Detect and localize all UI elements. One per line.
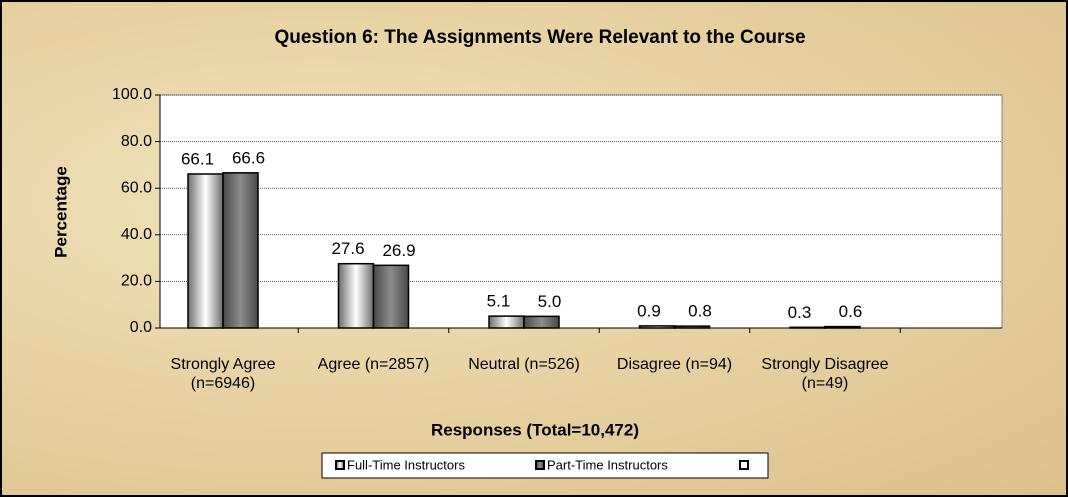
- y-axis-title: Percentage: [51, 166, 70, 258]
- y-tick-label: 80.0: [121, 133, 152, 150]
- data-label: 5.0: [538, 292, 562, 311]
- bar: [222, 172, 259, 329]
- plot-area: [159, 94, 1003, 329]
- y-tick-label: 20.0: [121, 273, 152, 290]
- legend-swatch: [535, 460, 545, 470]
- x-tick-label: Agree (n=2857): [317, 356, 430, 373]
- bar: [673, 325, 711, 329]
- bar: [523, 315, 560, 329]
- bar: [372, 264, 410, 329]
- legend-swatch: [739, 460, 749, 470]
- x-tick-label: Neutral (n=526): [468, 356, 580, 373]
- data-label: 66.6: [232, 148, 265, 167]
- data-label: 0.3: [788, 303, 812, 322]
- legend-label: Part-Time Instructors: [547, 457, 668, 472]
- legend-swatch: [335, 460, 345, 470]
- data-label: 5.1: [487, 292, 511, 311]
- bar: [337, 262, 375, 329]
- x-tick-label: Strongly Disagree (n=49): [761, 356, 889, 392]
- legend: [321, 452, 769, 479]
- data-label: 26.9: [382, 241, 415, 260]
- data-label: 66.1: [181, 149, 214, 168]
- y-tick-label: 60.0: [121, 179, 152, 196]
- data-label: 0.8: [688, 302, 712, 321]
- bar: [824, 325, 861, 329]
- bar: [638, 325, 676, 329]
- x-tick-label: Disagree (n=94): [616, 356, 733, 373]
- bar: [187, 173, 224, 329]
- y-tick-label: 0.0: [130, 319, 152, 336]
- data-label: 0.6: [839, 302, 863, 321]
- y-tick-label: 100.0: [112, 86, 152, 103]
- x-tick-label: Strongly Agree (n=6946): [170, 356, 276, 392]
- x-axis-title: Responses (Total=10,472): [431, 420, 639, 439]
- chart-title: Question 6: The Assignments Were Relevan…: [274, 27, 805, 48]
- bar: [488, 315, 525, 329]
- y-tick-label: 40.0: [121, 226, 152, 243]
- bar: [789, 326, 826, 329]
- data-label: 27.6: [331, 239, 364, 258]
- data-label: 0.9: [637, 301, 661, 320]
- legend-label: Full-Time Instructors: [347, 457, 465, 472]
